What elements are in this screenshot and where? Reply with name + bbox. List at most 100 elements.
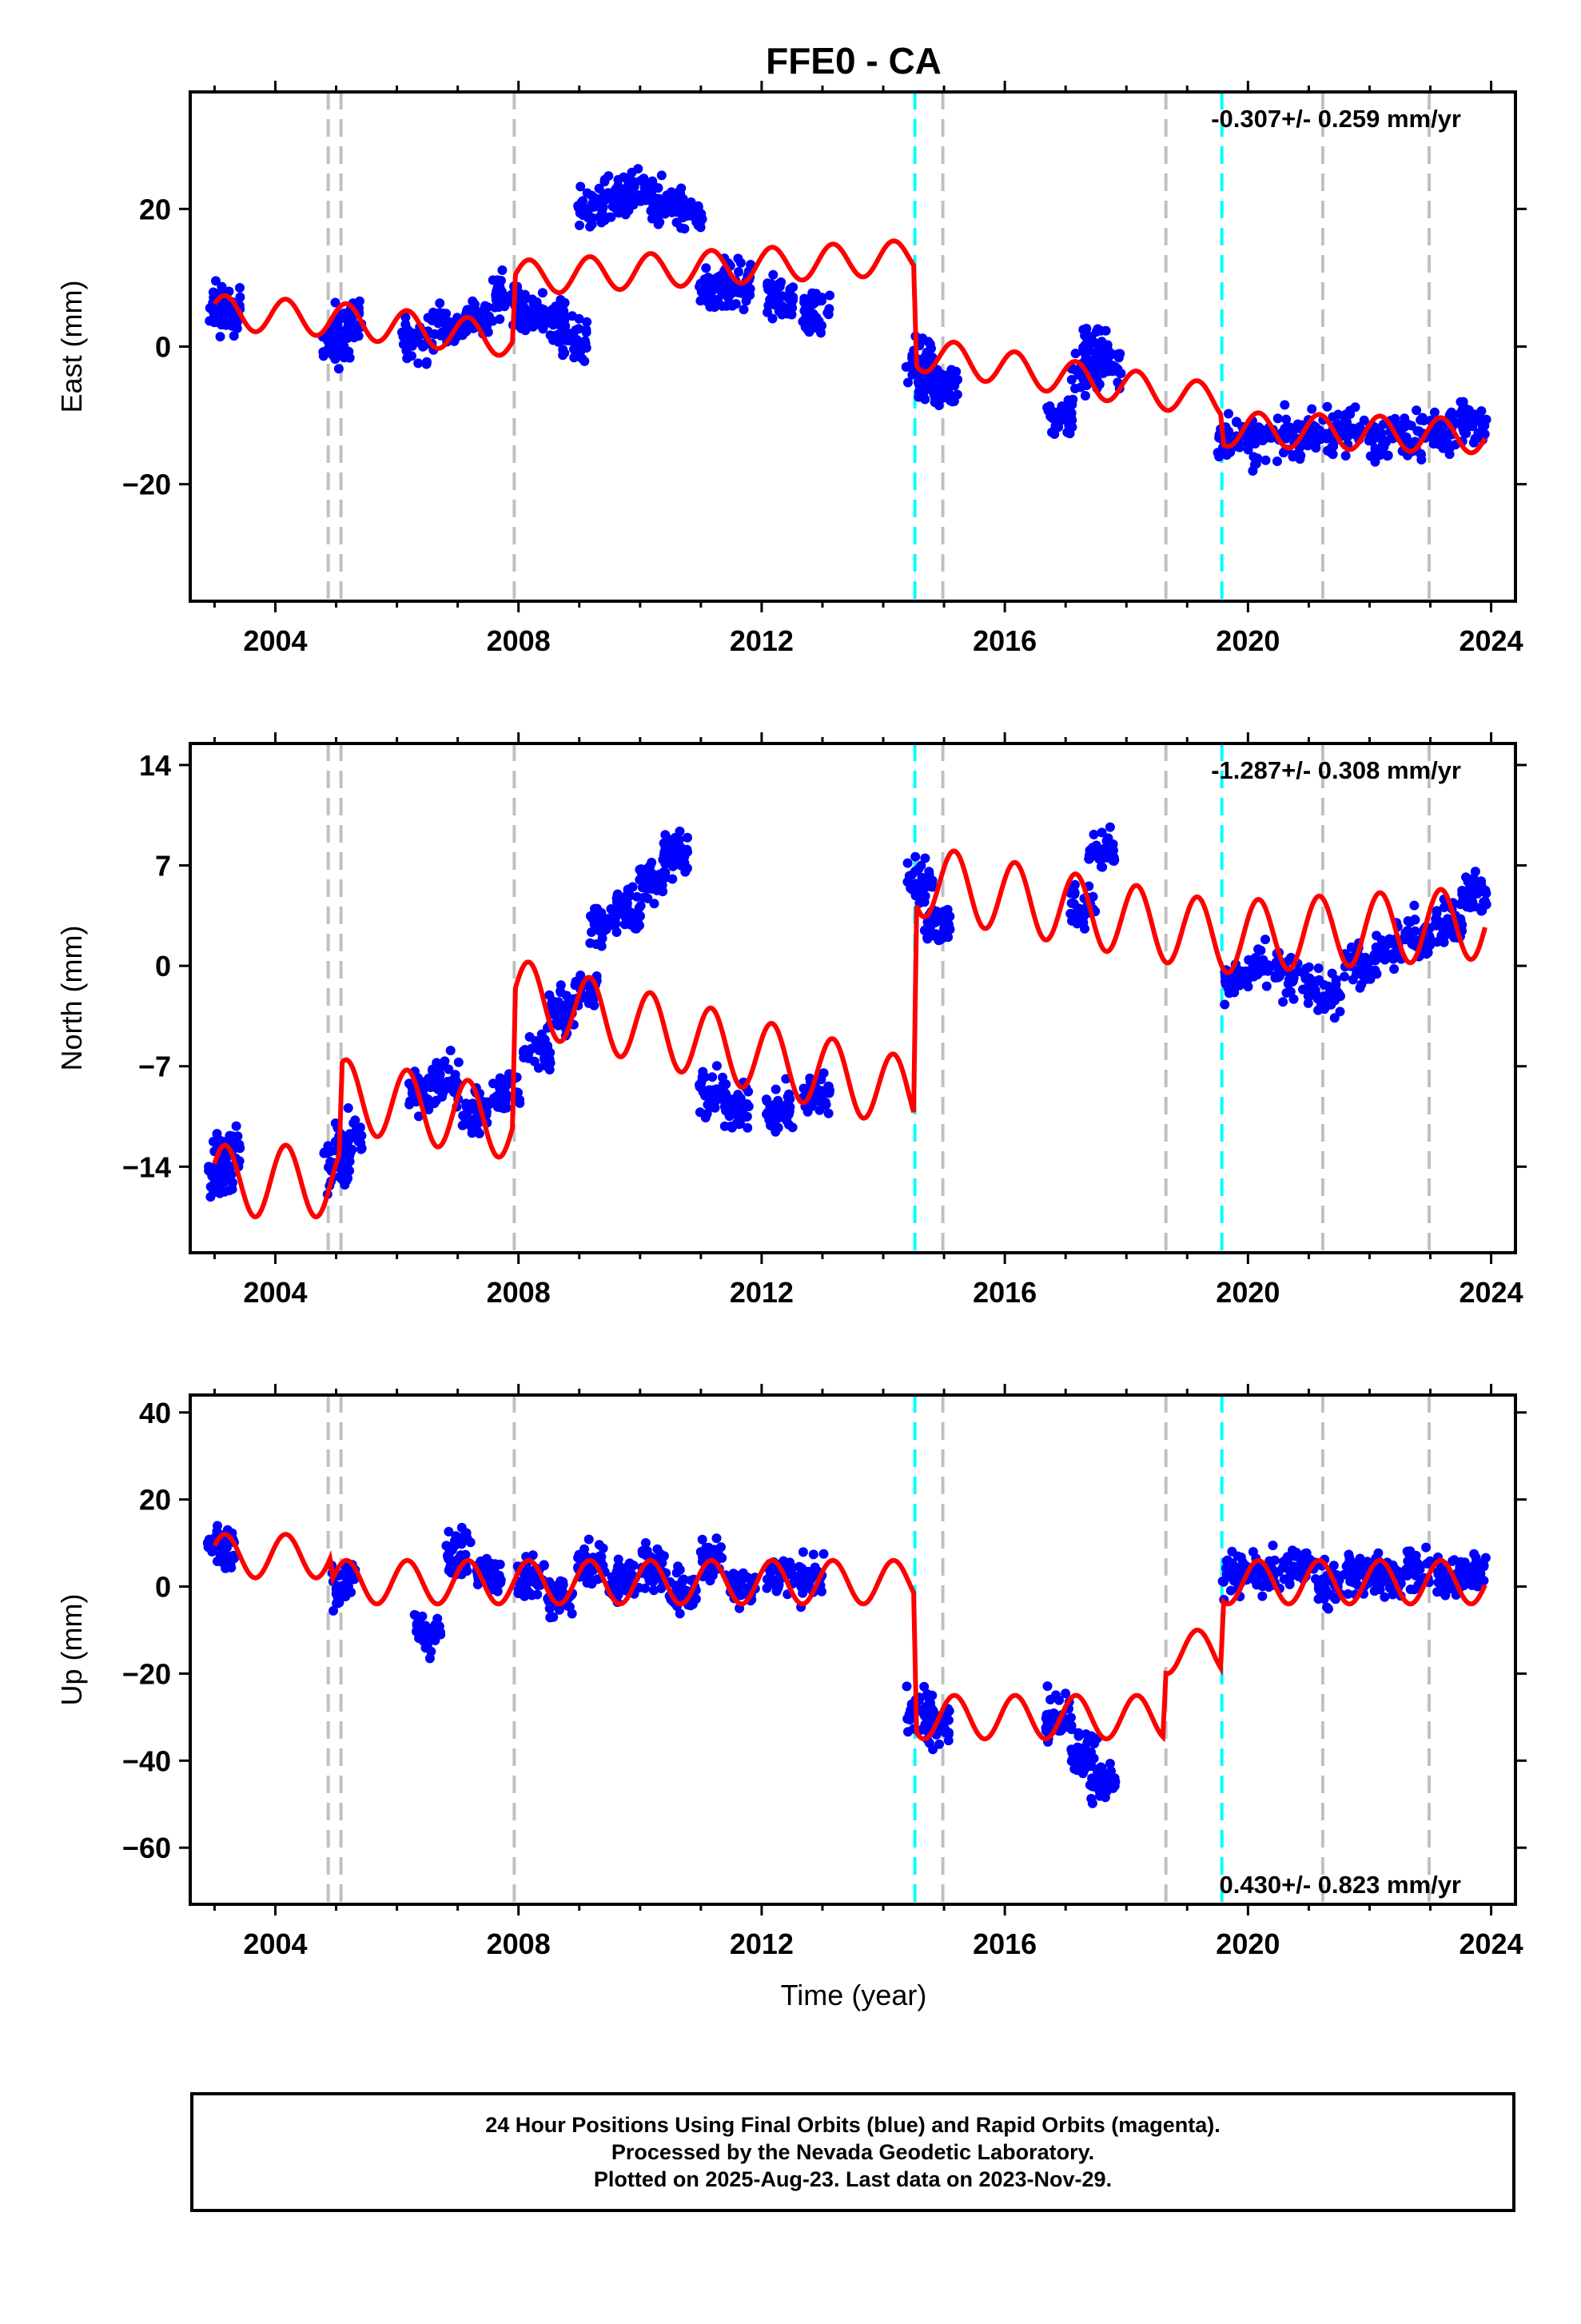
data-point: [1439, 903, 1449, 912]
data-point: [772, 1575, 782, 1585]
data-point: [944, 919, 954, 930]
data-point: [329, 1605, 338, 1616]
data-point: [213, 1135, 223, 1146]
data-point: [323, 1141, 333, 1151]
data-point: [216, 1186, 226, 1196]
data-point: [1253, 944, 1264, 955]
data-point: [461, 1098, 471, 1109]
data-point: [536, 304, 547, 314]
data-point: [697, 1084, 707, 1094]
data-point: [215, 332, 225, 342]
y-tick-label: −40: [122, 1744, 171, 1777]
east-model-curve: [212, 238, 1487, 456]
data-point: [934, 1739, 945, 1749]
data-point: [428, 1082, 439, 1091]
data-point: [1097, 862, 1108, 872]
data-point: [924, 1701, 934, 1712]
up-data-points: [202, 1521, 1491, 1808]
data-point: [823, 309, 834, 320]
data-point: [578, 338, 588, 348]
data-point: [589, 1000, 599, 1011]
data-point: [700, 1113, 711, 1122]
data-point: [555, 1591, 565, 1601]
data-point: [1445, 442, 1456, 452]
data-point: [726, 1121, 736, 1131]
data-point: [1348, 1577, 1359, 1588]
data-point: [915, 374, 926, 385]
data-point: [1248, 432, 1259, 442]
data-point: [455, 1553, 464, 1563]
data-point: [743, 1122, 753, 1133]
data-point: [667, 187, 677, 197]
data-point: [1311, 443, 1321, 453]
data-point: [585, 221, 595, 232]
data-point: [770, 1118, 780, 1129]
x-tick-label: 2008: [487, 1276, 551, 1309]
data-point: [1473, 1558, 1483, 1568]
data-point: [798, 1547, 808, 1557]
data-point: [1278, 1557, 1288, 1567]
data-point: [1392, 1568, 1402, 1578]
data-point: [679, 198, 689, 208]
y-tick-label: −20: [122, 1657, 171, 1690]
data-point: [1340, 409, 1351, 420]
data-point: [344, 318, 353, 329]
data-point: [528, 1550, 538, 1561]
data-point: [591, 903, 602, 914]
data-point: [416, 1632, 426, 1643]
data-point: [213, 1521, 222, 1531]
data-point: [346, 1129, 356, 1139]
data-point: [1257, 1591, 1268, 1601]
data-point: [205, 1541, 215, 1551]
data-point: [1328, 1561, 1339, 1571]
data-point: [1325, 1589, 1336, 1600]
data-point: [462, 1566, 472, 1576]
data-point: [1376, 429, 1387, 439]
data-point: [763, 301, 774, 311]
data-point: [1456, 915, 1466, 926]
data-point: [679, 1574, 689, 1585]
data-point: [778, 301, 788, 312]
data-point: [1081, 353, 1091, 364]
data-point: [342, 1168, 352, 1178]
data-point: [914, 386, 924, 397]
data-point: [766, 1102, 775, 1112]
data-point: [1462, 902, 1472, 912]
data-point: [1335, 1007, 1345, 1017]
data-point: [1416, 415, 1426, 425]
data-point: [1045, 401, 1055, 411]
data-point: [1062, 427, 1073, 437]
data-point: [1284, 432, 1294, 442]
data-point: [1105, 1759, 1115, 1768]
data-point: [1369, 1586, 1380, 1597]
data-point: [235, 292, 245, 302]
data-point: [711, 1061, 722, 1071]
data-point: [924, 872, 934, 883]
north-data-points: [204, 822, 1491, 1202]
data-point: [1410, 1554, 1420, 1565]
data-point: [341, 1175, 352, 1186]
data-point: [1429, 407, 1440, 417]
data-point: [695, 222, 706, 233]
x-tick-label: 2016: [973, 1927, 1037, 1960]
data-point: [458, 1532, 468, 1542]
x-tick-label: 2008: [487, 624, 551, 657]
data-point: [1241, 979, 1252, 990]
data-point: [1480, 885, 1491, 895]
data-point: [445, 1046, 456, 1055]
east-rate-label: -0.307+/- 0.259 mm/yr: [1211, 105, 1461, 133]
data-point: [910, 851, 921, 862]
data-point: [806, 292, 817, 302]
data-point: [639, 173, 649, 184]
data-point: [1281, 414, 1292, 425]
data-point: [1088, 1752, 1098, 1763]
data-point: [702, 297, 712, 306]
data-point: [1081, 324, 1092, 333]
data-point: [1279, 1574, 1289, 1585]
data-point: [330, 337, 340, 347]
data-point: [428, 1066, 438, 1076]
data-point: [649, 1585, 659, 1596]
data-point: [1421, 1542, 1432, 1553]
data-point: [1102, 852, 1113, 863]
data-point: [1310, 985, 1320, 995]
